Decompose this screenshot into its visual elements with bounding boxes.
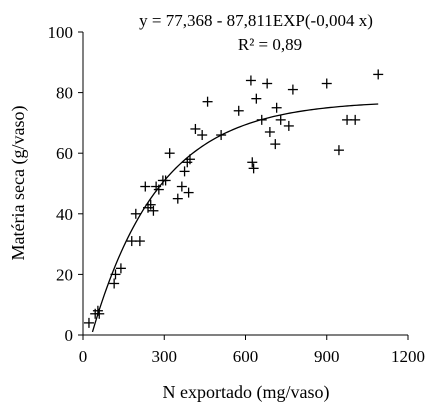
data-point [130,208,141,219]
data-point [140,181,151,192]
data-point [247,157,258,168]
data-point [83,317,94,328]
data-point [110,269,121,280]
r-squared-label: R² = 0,89 [238,35,302,54]
y-tick-label: 20 [56,265,73,284]
y-tick-label: 40 [56,205,73,224]
data-point [271,102,282,113]
data-point [233,105,244,116]
y-tick-label: 100 [48,23,74,42]
x-tick-label: 300 [152,347,178,366]
data-point [179,166,190,177]
data-point [134,236,145,247]
data-point [264,126,275,137]
data-point [245,75,256,86]
data-point [333,145,344,156]
data-point [248,163,259,174]
data-point [153,184,164,195]
y-axis-title: Matéria seca (g/vaso) [8,106,29,261]
data-point [176,181,187,192]
data-point [145,199,156,210]
data-point [197,130,208,141]
y-axis-ticks: 0 20 40 60 80 100 [48,23,83,345]
data-point [251,93,262,104]
data-point [283,120,294,131]
y-tick-label: 80 [56,84,73,103]
data-point [94,308,105,319]
data-point [373,69,384,80]
data-point [183,187,194,198]
data-point [172,193,183,204]
data-point [321,78,332,89]
data-point [164,148,175,159]
data-point [160,175,171,186]
equation-label: y = 77,368 - 87,811EXP(-0,004 x) [139,11,373,30]
y-tick-label: 0 [65,326,74,345]
x-tick-label: 600 [233,347,259,366]
data-point [109,278,120,289]
x-axis-ticks: 0 300 600 900 1200 [79,335,425,366]
data-point [190,123,201,134]
x-tick-label: 1200 [391,347,425,366]
x-tick-label: 900 [314,347,340,366]
data-point [202,96,213,107]
data-point [287,84,298,95]
data-point [115,263,126,274]
data-point [148,205,159,216]
data-point [275,114,286,125]
data-point [256,114,267,125]
y-tick-label: 60 [56,144,73,163]
data-point [262,78,273,89]
data-point [350,114,361,125]
data-points [83,69,384,328]
data-point [184,154,195,165]
data-point [216,130,227,141]
fit-curve [91,103,379,333]
x-axis-title: N exportado (mg/vaso) [163,382,330,403]
x-tick-label: 0 [79,347,88,366]
data-point [270,139,281,150]
